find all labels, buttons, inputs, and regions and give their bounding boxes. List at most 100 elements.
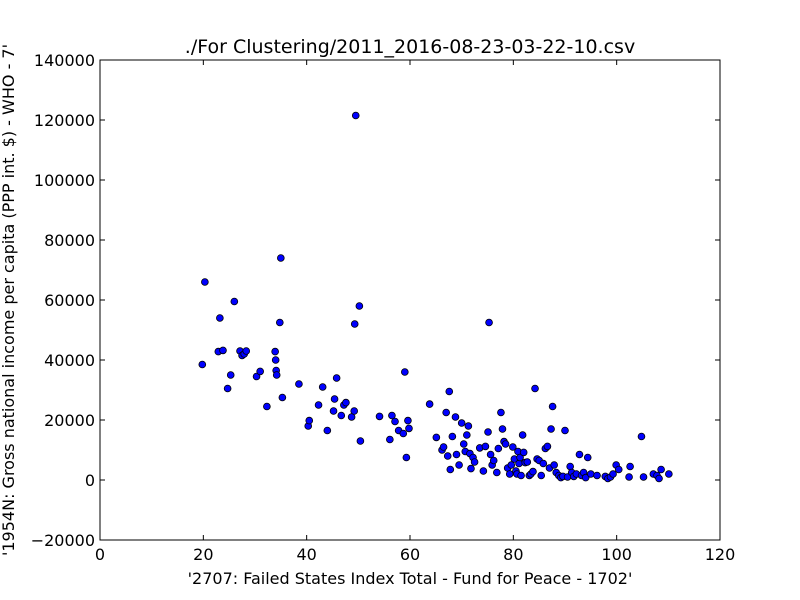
data-point: [481, 442, 490, 451]
data-point: [350, 320, 359, 328]
data-point: [329, 407, 338, 415]
data-point: [626, 462, 634, 471]
data-point: [375, 412, 384, 421]
data-point: [351, 111, 360, 120]
data-point: [252, 372, 261, 381]
x-tick-label: 60: [400, 545, 420, 564]
data-point: [355, 302, 364, 310]
data-point: [314, 401, 323, 409]
data-point: [463, 431, 471, 439]
y-tick-label: −20000: [31, 531, 95, 550]
y-axis-ticks: −20000 0 20000 40000 60000 80000 100000 120000 1…: [31, 51, 720, 550]
data-point: [516, 453, 524, 462]
data-point: [263, 402, 271, 411]
data-point: [507, 461, 516, 469]
data-point: [305, 416, 314, 425]
data-point: [501, 440, 510, 448]
data-point: [198, 360, 207, 369]
data-point: [318, 383, 327, 391]
data-point: [531, 384, 539, 393]
data-point: [432, 433, 441, 442]
data-point: [425, 400, 434, 408]
data-point: [388, 411, 396, 420]
y-axis-label: '1954N: Gross national income per capita…: [0, 44, 18, 556]
data-point: [484, 428, 492, 436]
data-point: [518, 431, 527, 439]
data-point: [446, 465, 455, 474]
data-point: [523, 458, 532, 466]
data-point: [404, 416, 412, 425]
data-point: [272, 371, 281, 379]
data-point: [492, 468, 501, 477]
data-point: [442, 408, 450, 417]
data-point: [459, 440, 468, 448]
data-point: [485, 318, 493, 327]
data-point: [323, 426, 332, 435]
data-point: [561, 426, 569, 435]
data-point: [517, 471, 525, 480]
data-point: [637, 432, 646, 441]
data-point: [575, 450, 584, 459]
chart-title: ./For Clustering/2011_2016-08-23-03-22-1…: [185, 36, 635, 58]
data-point: [614, 465, 623, 474]
data-point: [271, 356, 280, 364]
x-axis-label: '2707: Failed States Index Total - Fund …: [188, 569, 633, 588]
data-point: [625, 473, 633, 481]
data-point: [657, 465, 665, 474]
data-point: [479, 467, 488, 475]
data-point: [467, 464, 475, 473]
data-point: [587, 470, 595, 478]
y-tick-label: 100000: [34, 171, 95, 190]
x-axis-ticks: 0 20 40 60 80 100 120: [95, 60, 735, 564]
data-point: [223, 384, 232, 393]
data-point: [548, 402, 557, 411]
x-tick-label: 40: [296, 545, 316, 564]
data-point: [489, 456, 498, 465]
data-point: [665, 470, 673, 478]
data-point: [226, 371, 235, 379]
data-points: [198, 111, 673, 483]
data-point: [457, 419, 466, 427]
data-point: [386, 435, 394, 444]
data-point: [486, 450, 495, 459]
data-point: [391, 417, 399, 426]
data-point: [230, 297, 239, 306]
data-point: [277, 254, 285, 262]
data-point: [452, 450, 461, 459]
y-tick-label: 80000: [44, 231, 95, 250]
y-tick-label: 20000: [44, 411, 95, 430]
data-point: [271, 347, 279, 356]
data-point: [609, 470, 617, 478]
y-tick-label: 40000: [44, 351, 95, 370]
data-point: [337, 411, 346, 420]
data-point: [275, 318, 284, 327]
y-tick-label: 140000: [34, 51, 95, 70]
data-point: [543, 442, 552, 451]
data-point: [201, 278, 209, 286]
data-point: [529, 467, 537, 476]
data-point: [278, 393, 287, 402]
data-point: [494, 444, 503, 453]
data-point: [242, 347, 251, 355]
data-point: [519, 448, 528, 457]
x-tick-label: 20: [193, 545, 213, 564]
data-point: [451, 413, 460, 421]
data-point: [505, 470, 514, 478]
data-point: [497, 408, 505, 417]
data-point: [219, 346, 227, 355]
data-point: [593, 471, 601, 480]
x-tick-label: 0: [95, 545, 105, 564]
data-point: [455, 461, 463, 469]
data-point: [448, 432, 457, 441]
x-tick-label: 120: [705, 545, 736, 564]
data-point: [216, 314, 224, 322]
data-point: [399, 429, 408, 438]
y-tick-label: 60000: [44, 291, 95, 310]
y-tick-label: 120000: [34, 111, 95, 130]
x-tick-label: 80: [503, 545, 523, 564]
data-point: [655, 474, 663, 483]
data-point: [356, 437, 365, 445]
data-point: [405, 424, 413, 433]
data-point: [342, 398, 350, 407]
